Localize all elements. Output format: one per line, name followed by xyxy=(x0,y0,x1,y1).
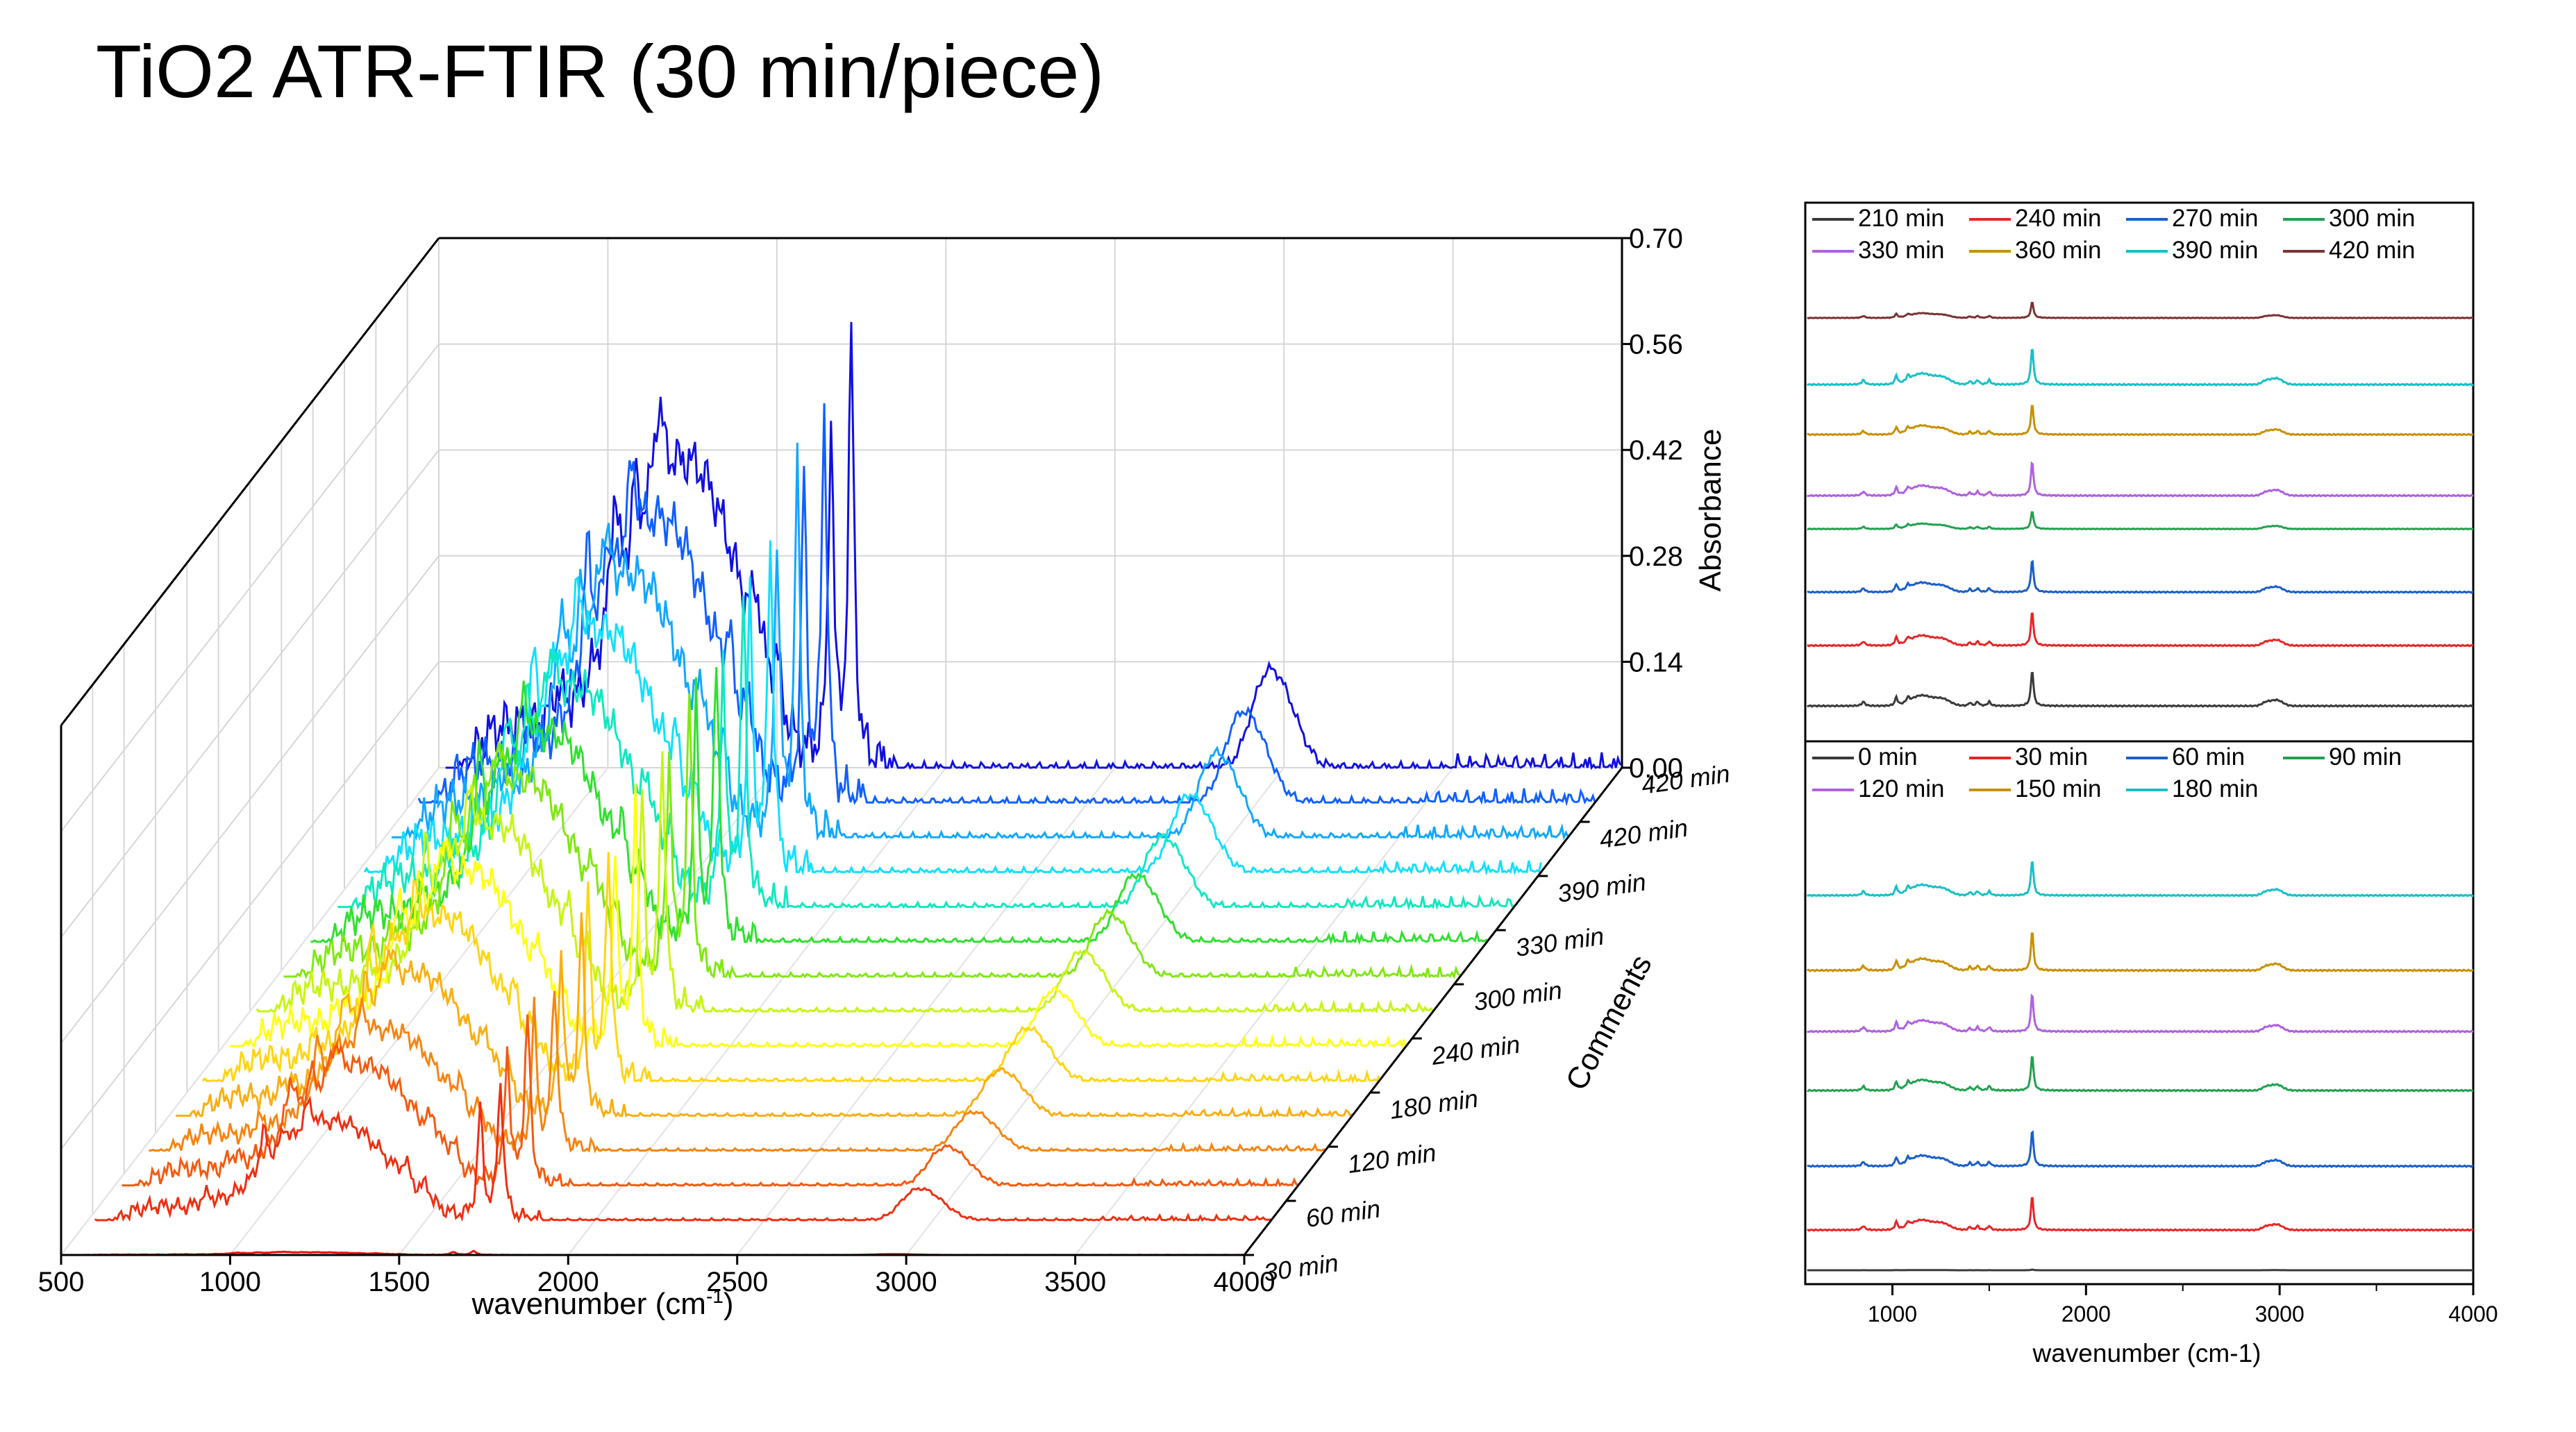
x-tick-label: 2500 xyxy=(706,1267,768,1297)
right-x-tick-label: 2000 xyxy=(2061,1302,2111,1326)
panel-spectrum-line xyxy=(1807,1056,2474,1093)
panel-spectrum-line xyxy=(1807,511,2474,531)
y-tick-label: 120 min xyxy=(1346,1138,1438,1178)
z-tick-label: 0.28 xyxy=(1629,541,1683,572)
y-tick-label: 420 min xyxy=(1598,813,1690,853)
legend-label: 300 min xyxy=(2329,205,2416,232)
spectrum-line xyxy=(201,852,1380,1086)
spectrum-line xyxy=(363,540,1542,876)
panel-spectrum-line xyxy=(1807,1130,2474,1168)
panel-spectrum-line xyxy=(1807,559,2474,594)
spectrum-line xyxy=(229,783,1407,1050)
x-axis-title: wavenumber (cm-1) xyxy=(471,1286,734,1321)
y-tick-label: 330 min xyxy=(1514,921,1606,961)
y-tick-label: 300 min xyxy=(1472,975,1564,1016)
legend-label: 180 min xyxy=(2172,775,2259,802)
panel-spectrum-line xyxy=(1806,861,2475,898)
spectrum-line xyxy=(310,666,1488,945)
z-tick-label: 0.00 xyxy=(1629,753,1683,784)
y-tick-label: 390 min xyxy=(1556,867,1648,907)
x-tick-label: 2000 xyxy=(537,1267,599,1297)
right-x-tick-label: 3000 xyxy=(2255,1302,2305,1326)
panel-frame xyxy=(1804,740,2475,1286)
floor-gridline xyxy=(905,767,1285,1256)
panel-spectrum-line xyxy=(1806,932,2474,972)
spectrum-line xyxy=(149,991,1326,1154)
legend-label: 360 min xyxy=(2015,237,2102,264)
axis-box-edge xyxy=(1243,767,1623,1256)
panel-spectrum-line xyxy=(1806,993,2474,1034)
y-tick-label: 60 min xyxy=(1304,1194,1382,1233)
legend-label: 390 min xyxy=(2172,237,2259,264)
right-x-axis-title: wavenumber (cm-1) xyxy=(2032,1339,2261,1367)
legend-label: 120 min xyxy=(1858,775,1945,802)
z-tick-label: 0.42 xyxy=(1629,435,1683,466)
panel-spectrum-line xyxy=(1807,405,2474,437)
floor-gridline xyxy=(229,767,609,1256)
spectrum-line xyxy=(337,595,1514,911)
x-tick-label: 4000 xyxy=(1214,1267,1276,1297)
spectrum-line xyxy=(176,912,1353,1119)
legend-label: 60 min xyxy=(2172,743,2245,770)
spectrum-line xyxy=(94,1083,1272,1224)
panel-spectrum-line xyxy=(1807,301,2474,319)
panel-spectrum-line xyxy=(1807,671,2474,708)
panel-spectrum-line xyxy=(1807,1197,2474,1232)
spectrum-line xyxy=(283,693,1461,980)
spectrum-line xyxy=(122,1014,1299,1188)
panel-spectrum-line xyxy=(1806,461,2474,498)
spectrum-line xyxy=(256,751,1435,1014)
x-tick-label: 1000 xyxy=(199,1267,261,1297)
right-x-tick-label: 4000 xyxy=(2448,1302,2498,1326)
y-axis-title: Comments xyxy=(1559,950,1659,1096)
legend-label: 150 min xyxy=(2015,775,2102,802)
y-tick-label: 180 min xyxy=(1388,1084,1480,1124)
panel-spectrum-line xyxy=(1806,348,2475,387)
spectrum-line xyxy=(445,321,1623,771)
floor-gridline xyxy=(1074,767,1454,1256)
legend-label: 420 min xyxy=(2329,237,2416,264)
legend-label: 30 min xyxy=(2015,743,2088,770)
legend-label: 0 min xyxy=(1858,743,1918,770)
legend-label: 240 min xyxy=(2015,205,2102,232)
z-tick-label: 0.14 xyxy=(1629,647,1683,677)
right-x-tick-label: 1000 xyxy=(1868,1302,1917,1326)
floor-gridline xyxy=(60,767,440,1256)
y-tick-label: 240 min xyxy=(1429,1029,1522,1070)
x-tick-label: 1500 xyxy=(368,1267,430,1297)
x-tick-label: 3000 xyxy=(876,1267,937,1297)
z-tick-label: 0.70 xyxy=(1629,224,1683,254)
x-tick-label: 500 xyxy=(38,1267,85,1297)
axis-box-edge xyxy=(60,237,440,726)
z-tick-label: 0.56 xyxy=(1629,330,1683,360)
x-tick-label: 3500 xyxy=(1044,1267,1106,1297)
spectrum-line xyxy=(392,442,1569,841)
legend-label: 210 min xyxy=(1858,205,1945,232)
legend-label: 330 min xyxy=(1858,237,1945,264)
page-title: TiO2 ATR-FTIR (30 min/piece) xyxy=(96,29,1105,113)
legend-label: 90 min xyxy=(2329,743,2402,770)
y-tick-label: 30 min xyxy=(1262,1248,1340,1287)
panel-spectrum-line xyxy=(1807,612,2474,648)
spectrum-line xyxy=(417,403,1596,807)
z-axis-title: Absorbance xyxy=(1693,429,1728,592)
panel-frame xyxy=(1804,201,2475,743)
legend-label: 270 min xyxy=(2172,205,2259,232)
